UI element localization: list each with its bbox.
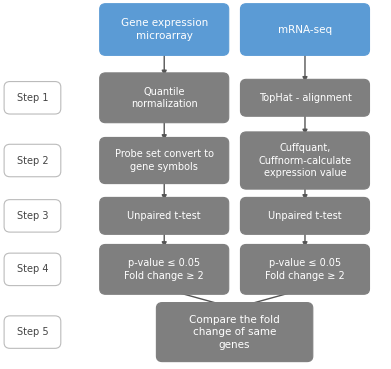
FancyBboxPatch shape: [240, 79, 369, 116]
Text: Probe set convert to
gene symbols: Probe set convert to gene symbols: [115, 149, 214, 172]
FancyBboxPatch shape: [240, 132, 369, 189]
FancyBboxPatch shape: [4, 316, 61, 348]
Text: mRNA-seq: mRNA-seq: [278, 24, 332, 35]
FancyBboxPatch shape: [100, 138, 229, 184]
FancyBboxPatch shape: [4, 200, 61, 232]
Text: p-value ≤ 0.05
Fold change ≥ 2: p-value ≤ 0.05 Fold change ≥ 2: [265, 258, 345, 280]
Text: Cuffquant,
Cuffnorm-calculate
expression value: Cuffquant, Cuffnorm-calculate expression…: [258, 143, 352, 178]
FancyBboxPatch shape: [100, 4, 229, 55]
Text: TopHat - alignment: TopHat - alignment: [258, 93, 352, 103]
FancyBboxPatch shape: [100, 197, 229, 234]
FancyBboxPatch shape: [156, 303, 313, 362]
FancyBboxPatch shape: [240, 244, 369, 294]
FancyBboxPatch shape: [4, 82, 61, 114]
Text: p-value ≤ 0.05
Fold change ≥ 2: p-value ≤ 0.05 Fold change ≥ 2: [124, 258, 204, 280]
Text: Compare the fold
change of same
genes: Compare the fold change of same genes: [189, 315, 280, 349]
Text: Step 1: Step 1: [17, 93, 48, 103]
Text: Step 5: Step 5: [17, 327, 48, 337]
Text: Gene expression
microarray: Gene expression microarray: [120, 18, 208, 41]
FancyBboxPatch shape: [4, 144, 61, 177]
Text: Step 4: Step 4: [17, 264, 48, 275]
FancyBboxPatch shape: [100, 73, 229, 123]
FancyBboxPatch shape: [240, 4, 369, 55]
Text: Step 2: Step 2: [17, 155, 48, 166]
Text: Quantile
normalization: Quantile normalization: [131, 87, 197, 109]
FancyBboxPatch shape: [100, 244, 229, 294]
FancyBboxPatch shape: [4, 253, 61, 286]
Text: Unpaired t-test: Unpaired t-test: [268, 211, 342, 221]
Text: Unpaired t-test: Unpaired t-test: [127, 211, 201, 221]
FancyBboxPatch shape: [240, 197, 369, 234]
Text: Step 3: Step 3: [17, 211, 48, 221]
